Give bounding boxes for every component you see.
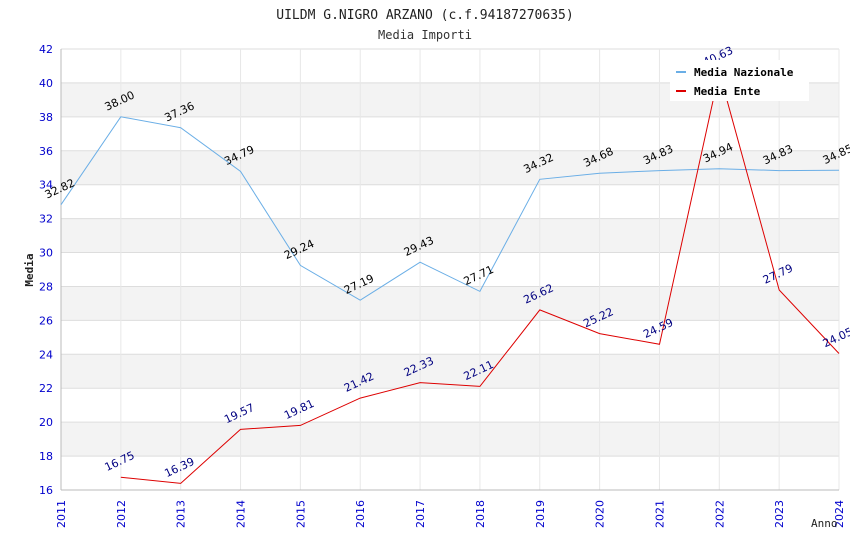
y-tick-label: 40 bbox=[39, 77, 53, 90]
x-tick-label: 2011 bbox=[55, 500, 68, 528]
x-tick-label: 2016 bbox=[354, 500, 367, 528]
grid-band bbox=[61, 218, 839, 253]
grid-band bbox=[61, 286, 839, 321]
y-tick-label: 24 bbox=[39, 348, 53, 361]
x-axis-label: Anno bbox=[811, 517, 838, 530]
y-tick-label: 28 bbox=[39, 280, 53, 293]
y-tick-label: 20 bbox=[39, 416, 53, 429]
y-tick-label: 16 bbox=[39, 484, 53, 497]
y-axis-label: Media bbox=[23, 253, 36, 286]
x-tick-label: 2023 bbox=[773, 500, 786, 528]
y-tick-label: 32 bbox=[39, 213, 53, 226]
x-tick-label: 2022 bbox=[713, 500, 726, 528]
grid-band bbox=[61, 456, 839, 490]
x-tick-label: 2017 bbox=[414, 500, 427, 528]
grid-band bbox=[61, 252, 839, 287]
grid-lines bbox=[60, 48, 840, 491]
x-tick-label: 2018 bbox=[474, 500, 487, 528]
y-tick-label: 18 bbox=[39, 450, 53, 463]
y-tick-labels: 16 18 20 22 24 26 28 30 32 34 36 38 40 42 bbox=[39, 43, 53, 497]
x-tick-label: 2012 bbox=[115, 500, 128, 528]
grid-band bbox=[61, 354, 839, 389]
x-tick-label: 2014 bbox=[235, 500, 248, 528]
y-tick-label: 22 bbox=[39, 382, 53, 395]
y-tick-label: 30 bbox=[39, 247, 53, 260]
y-tick-label: 26 bbox=[39, 314, 53, 327]
legend-label: Media Ente bbox=[694, 85, 761, 98]
x-tick-label: 2019 bbox=[534, 500, 547, 528]
grid-band bbox=[61, 150, 839, 185]
legend: Media Nazionale Media Ente bbox=[670, 60, 809, 101]
legend-label: Media Nazionale bbox=[694, 66, 794, 79]
grid-band bbox=[61, 422, 839, 457]
x-tick-labels: 2011 2012 2013 2014 2015 2016 2017 2018 2019 2020… bbox=[55, 500, 846, 528]
x-tick-label: 2024 bbox=[833, 500, 846, 528]
x-tick-label: 2013 bbox=[175, 500, 188, 528]
chart-title: UILDM G.NIGRO ARZANO (c.f.94187270635) bbox=[276, 8, 573, 23]
y-tick-label: 36 bbox=[39, 145, 53, 158]
y-tick-label: 34 bbox=[39, 179, 53, 192]
series-line-0 bbox=[60, 116, 840, 301]
x-tick-label: 2020 bbox=[594, 500, 607, 528]
grid-band bbox=[61, 116, 839, 151]
x-tick-label: 2021 bbox=[653, 500, 666, 528]
grid-band bbox=[61, 388, 839, 423]
grid-band bbox=[61, 184, 839, 219]
chart-subtitle: Media Importi bbox=[378, 28, 472, 42]
legend-box bbox=[670, 60, 809, 101]
y-tick-label: 38 bbox=[39, 111, 53, 124]
y-tick-label: 42 bbox=[39, 43, 53, 56]
x-tick-label: 2015 bbox=[294, 500, 307, 528]
grid-band bbox=[61, 320, 839, 355]
axes bbox=[60, 49, 839, 491]
